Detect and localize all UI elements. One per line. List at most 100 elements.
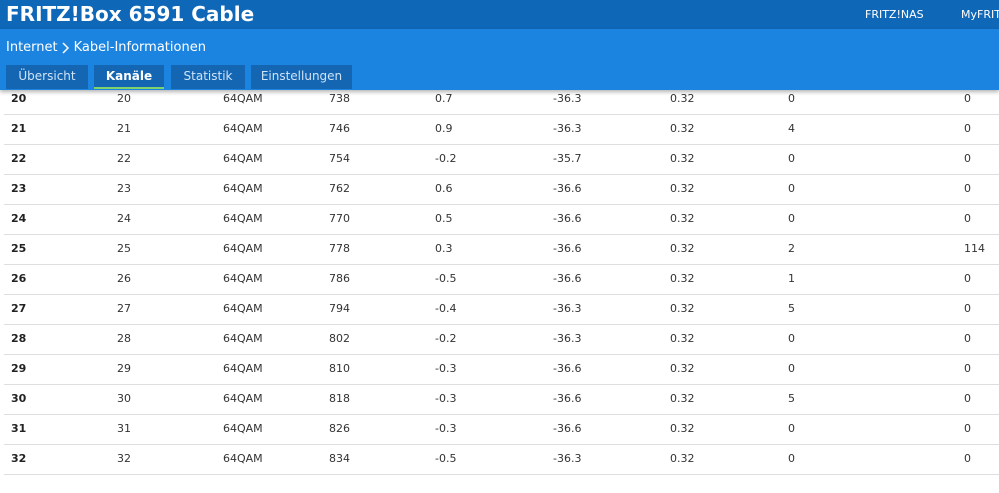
table-cell: 0.32 [670, 92, 695, 105]
table-cell: -36.3 [553, 122, 582, 135]
table-cell: 0 [788, 182, 795, 195]
table-row: 25 25 64QAM 778 0.3 -36.6 0.32 2 114 [4, 234, 999, 265]
table-row: 20 20 64QAM 738 0.7 -36.3 0.32 0 0 [4, 84, 999, 115]
table-cell: 64QAM [223, 92, 263, 105]
table-cell: 0 [964, 182, 971, 195]
table-cell: 0 [964, 92, 971, 105]
table-cell: -0.3 [435, 422, 457, 435]
table-cell: 0 [964, 302, 971, 315]
table-cell: 21 [117, 122, 131, 135]
table-cell: 25 [117, 242, 131, 255]
table-cell: 0 [964, 212, 971, 225]
table-cell: 20 [117, 92, 131, 105]
table-cell: 0.32 [670, 122, 695, 135]
table-cell: 0 [788, 332, 795, 345]
table-row: 30 30 64QAM 818 -0.3 -36.6 0.32 5 0 [4, 384, 999, 415]
table-cell: -36.3 [553, 452, 582, 465]
table-cell: 31 [117, 422, 131, 435]
table-cell: -36.6 [553, 212, 582, 225]
table-cell: 20 [11, 92, 27, 105]
table-cell: 64QAM [223, 332, 263, 345]
table-cell: 0.32 [670, 212, 695, 225]
table-cell: 2 [788, 242, 795, 255]
table-cell: -35.7 [553, 152, 582, 165]
table-cell: -0.2 [435, 152, 457, 165]
table-cell: 64QAM [223, 242, 263, 255]
table-cell: 0 [788, 212, 795, 225]
table-cell: 64QAM [223, 422, 263, 435]
table-cell: 794 [329, 302, 350, 315]
breadcrumb-item[interactable]: Internet [6, 40, 58, 55]
table-cell: 22 [11, 152, 27, 165]
table-cell: -0.5 [435, 452, 457, 465]
table-cell: 26 [11, 272, 27, 285]
table-cell: 28 [11, 332, 27, 345]
table-cell: 64QAM [223, 302, 263, 315]
table-cell: 0 [964, 122, 971, 135]
app-title: FRITZ!Box 6591 Cable [6, 2, 255, 26]
table-cell: 0.9 [435, 122, 453, 135]
table-cell: 64QAM [223, 452, 263, 465]
nav-link[interactable]: FRITZ!NAS [865, 8, 924, 21]
table-cell: 0.32 [670, 272, 695, 285]
table-cell: 0 [788, 362, 795, 375]
table-cell: 0.32 [670, 362, 695, 375]
table-cell: 64QAM [223, 212, 263, 225]
table-cell: 802 [329, 332, 350, 345]
table-cell: 0 [788, 92, 795, 105]
table-cell: 24 [11, 212, 27, 225]
table-cell: 826 [329, 422, 350, 435]
table-cell: -36.6 [553, 242, 582, 255]
table-cell: 0 [964, 392, 971, 405]
table-row: 27 27 64QAM 794 -0.4 -36.3 0.32 5 0 [4, 294, 999, 325]
tab[interactable]: Kanäle [94, 65, 164, 89]
table-cell: -36.6 [553, 182, 582, 195]
tab[interactable]: Einstellungen [251, 65, 352, 89]
table-cell: 0.32 [670, 332, 695, 345]
table-cell: 29 [11, 362, 27, 375]
table-cell: 32 [117, 452, 131, 465]
table-cell: 0 [964, 332, 971, 345]
table-row: 28 28 64QAM 802 -0.2 -36.3 0.32 0 0 [4, 324, 999, 355]
table-cell: 762 [329, 182, 350, 195]
table-cell: 778 [329, 242, 350, 255]
table-cell: -0.3 [435, 362, 457, 375]
table-cell: 0 [964, 272, 971, 285]
table-cell: 0 [964, 152, 971, 165]
tab[interactable]: Statistik [171, 65, 245, 89]
table-cell: -36.3 [553, 302, 582, 315]
table-cell: 64QAM [223, 362, 263, 375]
table-cell: 738 [329, 92, 350, 105]
table-row: 22 22 64QAM 754 -0.2 -35.7 0.32 0 0 [4, 144, 999, 175]
chevron-icon [62, 41, 69, 54]
table-cell: 0.32 [670, 302, 695, 315]
nav-link[interactable]: MyFRITZ [961, 8, 999, 21]
table-cell: 0 [964, 362, 971, 375]
table-cell: 0.32 [670, 452, 695, 465]
table-cell: -0.3 [435, 392, 457, 405]
table-cell: 0 [964, 452, 971, 465]
table-cell: 29 [117, 362, 131, 375]
table-cell: -36.3 [553, 332, 582, 345]
table-cell: -36.6 [553, 392, 582, 405]
tab[interactable]: Übersicht [6, 65, 88, 89]
top-bar: FRITZ!Box 6591 Cable FRITZ!NAS MyFRITZ [0, 0, 999, 29]
table-cell: 30 [117, 392, 131, 405]
table-cell: 27 [117, 302, 131, 315]
table-cell: 0.5 [435, 212, 453, 225]
table-cell: 0.32 [670, 392, 695, 405]
table-cell: 0.7 [435, 92, 453, 105]
table-row: 29 29 64QAM 810 -0.3 -36.6 0.32 0 0 [4, 354, 999, 385]
table-cell: 1 [788, 272, 795, 285]
table-cell: 26 [117, 272, 131, 285]
table-row: 31 31 64QAM 826 -0.3 -36.6 0.32 0 0 [4, 414, 999, 445]
table-cell: -36.6 [553, 272, 582, 285]
table-cell: 21 [11, 122, 27, 135]
table-cell: 0 [788, 452, 795, 465]
table-cell: 32 [11, 452, 27, 465]
table-row: 32 32 64QAM 834 -0.5 -36.3 0.32 0 0 [4, 444, 999, 475]
table-cell: 5 [788, 392, 795, 405]
table-cell: 770 [329, 212, 350, 225]
table-row: 21 21 64QAM 746 0.9 -36.3 0.32 4 0 [4, 114, 999, 145]
